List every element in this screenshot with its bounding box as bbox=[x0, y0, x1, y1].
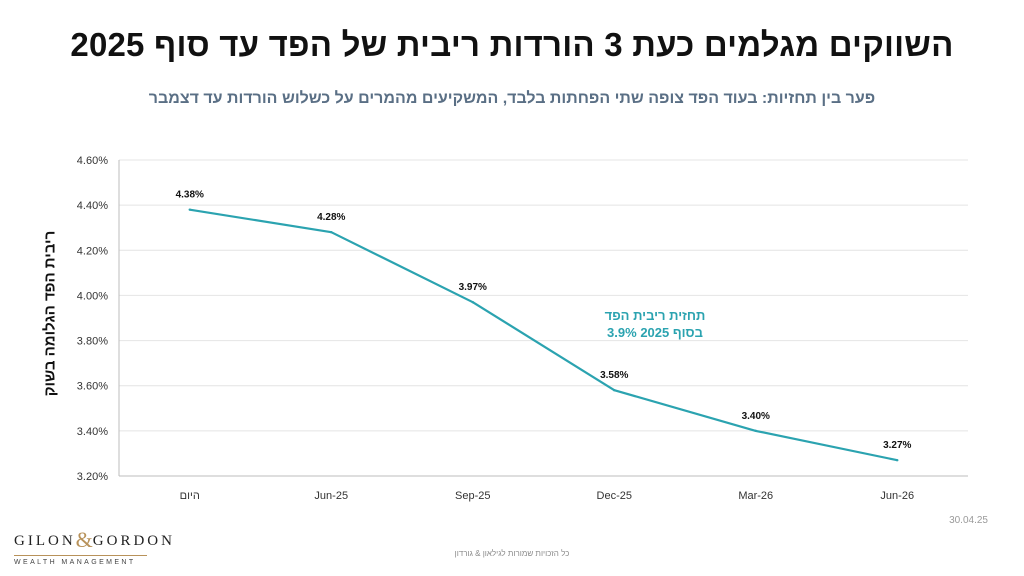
data-label: 4.28% bbox=[317, 212, 345, 223]
y-tick-label: 4.00% bbox=[77, 290, 108, 302]
y-tick-label: 4.40% bbox=[77, 200, 108, 212]
page-title: השווקים מגלמים כעת 3 הורדות ריבית של הפד… bbox=[70, 26, 954, 63]
page-subtitle: פער בין תחזיות: בעוד הפד צופה שתי הפחתות… bbox=[148, 90, 876, 107]
data-point bbox=[330, 231, 333, 234]
x-tick-label: היום bbox=[180, 490, 200, 502]
data-label: 4.38% bbox=[176, 190, 204, 201]
data-label: 3.97% bbox=[459, 282, 487, 293]
data-point bbox=[188, 208, 191, 211]
y-tick-label: 3.80% bbox=[77, 336, 108, 348]
series-line bbox=[189, 208, 898, 462]
y-tick-label: 4.60% bbox=[77, 155, 108, 167]
x-tick-label: Sep-25 bbox=[455, 490, 490, 502]
y-tick-label: 3.20% bbox=[77, 471, 108, 483]
x-tick-label: Dec-25 bbox=[597, 490, 632, 502]
brand-logo: GILON&GORDON WEALTH MANAGEMENT bbox=[14, 527, 172, 566]
data-label: 3.40% bbox=[742, 411, 770, 422]
forecast-annotation: תחזית ריבית הפד בסוף 2025 3.9% bbox=[580, 307, 730, 341]
data-label: 3.27% bbox=[883, 440, 911, 451]
data-label: 3.58% bbox=[600, 370, 628, 381]
data-point bbox=[754, 429, 757, 433]
logo-tagline: WEALTH MANAGEMENT bbox=[14, 559, 136, 566]
y-tick-label: 3.40% bbox=[77, 426, 108, 438]
logo-ampersand: & bbox=[75, 527, 93, 552]
data-point bbox=[471, 301, 474, 304]
y-tick-label: 3.60% bbox=[77, 381, 108, 393]
x-tick-label: Mar-26 bbox=[738, 490, 773, 502]
y-axis-label: ריבית הפד הגלומה בשוק bbox=[41, 230, 59, 397]
logo-word-right: GORDON bbox=[92, 533, 175, 549]
logo-word-left: GILON bbox=[14, 533, 76, 549]
copyright-note: כל הזכויות שמורות לגילאון & גורדון bbox=[454, 549, 570, 558]
data-point bbox=[896, 459, 899, 462]
y-tick-label: 4.20% bbox=[77, 245, 108, 257]
x-tick-label: Jun-25 bbox=[314, 490, 348, 502]
logo-wordmark: GILON&GORDON bbox=[14, 527, 172, 553]
forecast-annotation-line2: בסוף 2025 3.9% bbox=[607, 325, 703, 340]
date-stamp: 30.04.25 bbox=[949, 515, 988, 526]
x-tick-label: Jun-26 bbox=[880, 490, 914, 502]
forecast-annotation-line1: תחזית ריבית הפד bbox=[604, 308, 706, 323]
logo-rule bbox=[14, 555, 147, 556]
data-point bbox=[613, 389, 616, 392]
